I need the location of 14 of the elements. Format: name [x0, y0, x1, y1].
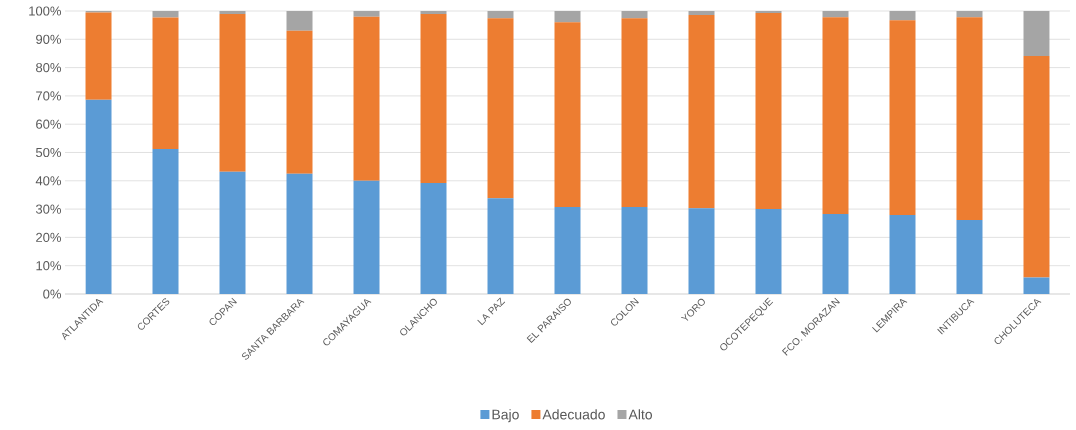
legend-label: Adecuado	[542, 409, 605, 420]
y-tick-label: 100%	[29, 6, 62, 16]
y-tick-label: 30%	[35, 204, 62, 214]
y-tick-label: 50%	[35, 147, 62, 158]
y-tick-label: 90%	[36, 34, 62, 44]
y-tick-label: 10%	[36, 261, 62, 271]
y-tick-label: 20%	[36, 232, 62, 242]
y-tick-label: 70%	[36, 91, 62, 101]
legend-label: Alto	[628, 409, 653, 420]
y-tick-label: 0%	[43, 289, 62, 299]
y-tick-label: 60%	[36, 119, 62, 129]
y-tick-label: 80%	[36, 62, 62, 73]
legend-label: Bajo	[492, 409, 519, 423]
y-tick-label: 40%	[35, 176, 62, 186]
